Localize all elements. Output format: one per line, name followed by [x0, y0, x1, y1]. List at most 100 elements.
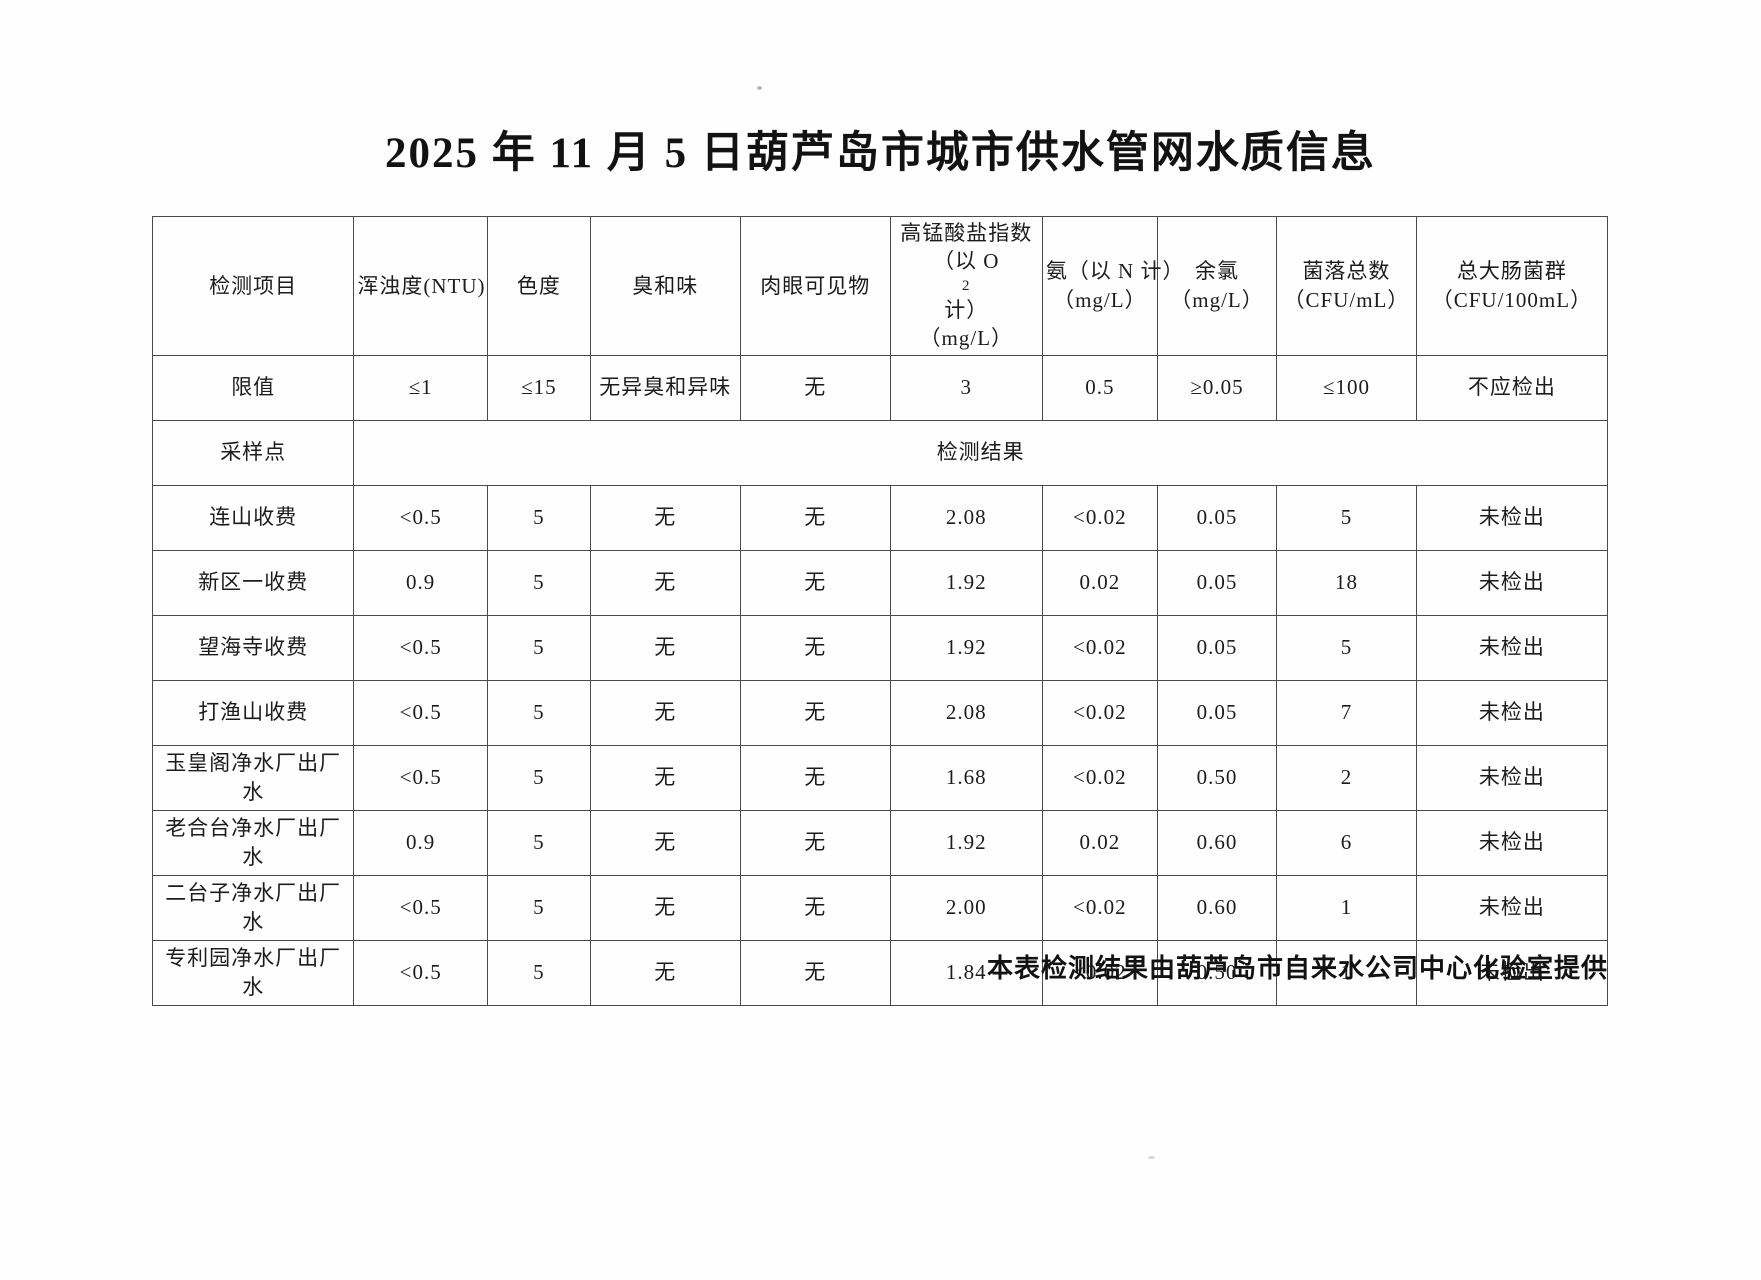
- cell-residual-chlorine: 0.60: [1156, 809, 1278, 876]
- cell-turbidity: <0.5: [353, 614, 488, 681]
- cell-permanganate-index: 1.84: [889, 939, 1043, 1006]
- site-name: 专利园净水厂出厂水: [151, 939, 355, 1006]
- site-name: 新区一收费: [151, 549, 355, 616]
- cell-visible-matter: 无: [739, 614, 891, 681]
- limit-value: 不应检出: [1415, 354, 1609, 421]
- column-header-visible-matter: 肉眼可见物: [739, 216, 891, 356]
- table-row: 玉皇阁净水厂出厂水 <0.5 5 无 无 1.68 <0.02 0.50 2 未…: [151, 744, 1609, 811]
- site-name: 二台子净水厂出厂水: [151, 874, 355, 941]
- footer-note: 本表检测结果由葫芦岛市自来水公司中心化验室提供: [986, 954, 1608, 983]
- cell-ammonia: <0.02: [1041, 744, 1158, 811]
- cell-chromaticity: 5: [486, 484, 591, 551]
- limit-value: 0.5: [1041, 354, 1158, 421]
- sample-point-label: 采样点: [151, 419, 355, 486]
- cell-visible-matter: 无: [739, 809, 891, 876]
- cell-total-bacteria: 5: [1276, 614, 1417, 681]
- cell-residual-chlorine: 0.50: [1156, 939, 1278, 1006]
- cell-residual-chlorine: 0.05: [1156, 679, 1278, 746]
- cell-chromaticity: 5: [486, 679, 591, 746]
- cell-total-bacteria: 6: [1276, 809, 1417, 876]
- cell-total-coliform: 未检出: [1415, 679, 1609, 746]
- limit-value: ≤15: [486, 354, 591, 421]
- column-header-chromaticity: 色度: [486, 216, 591, 356]
- cell-total-bacteria: 1: [1276, 939, 1417, 1006]
- cell-total-coliform: 未检出: [1415, 744, 1609, 811]
- cell-odor-taste: 无: [589, 549, 741, 616]
- column-header-total-coliform: 总大肠菌群 （CFU/100mL）: [1415, 216, 1609, 356]
- cell-odor-taste: 无: [589, 809, 741, 876]
- column-header-ammonia: 氨（以 N 计） （mg/L）: [1041, 216, 1183, 356]
- cell-odor-taste: 无: [589, 874, 741, 941]
- cell-ammonia: 0.02: [1041, 549, 1158, 616]
- limit-value: ≤100: [1276, 354, 1417, 421]
- site-name: 打渔山收费: [151, 679, 355, 746]
- cell-odor-taste: 无: [589, 614, 741, 681]
- cell-residual-chlorine: 0.50: [1156, 744, 1278, 811]
- cell-visible-matter: 无: [739, 744, 891, 811]
- cell-residual-chlorine: 0.05: [1156, 549, 1278, 616]
- table-row: 老合台净水厂出厂水 0.9 5 无 无 1.92 0.02 0.60 6 未检出: [151, 809, 1609, 876]
- scan-speck: [757, 86, 762, 90]
- column-header-odor-taste: 臭和味: [589, 216, 741, 356]
- cell-permanganate-index: 2.00: [889, 874, 1043, 941]
- cell-total-bacteria: 7: [1276, 679, 1417, 746]
- table-row: 望海寺收费 <0.5 5 无 无 1.92 <0.02 0.05 5 未检出: [151, 614, 1609, 681]
- cell-ammonia: <0.02: [1041, 484, 1158, 551]
- cell-residual-chlorine: 0.05: [1156, 484, 1278, 551]
- cell-ammonia: <0.02: [1041, 874, 1158, 941]
- cell-total-coliform: 未检出: [1415, 874, 1609, 941]
- cell-turbidity: <0.5: [353, 939, 488, 1006]
- cell-total-bacteria: 2: [1276, 744, 1417, 811]
- cell-odor-taste: 无: [589, 679, 741, 746]
- site-name: 连山收费: [151, 484, 355, 551]
- cell-residual-chlorine: 0.05: [1156, 614, 1278, 681]
- site-name: 老合台净水厂出厂水: [151, 809, 355, 876]
- cell-total-coliform: 未检出: [1415, 484, 1609, 551]
- cell-turbidity: <0.5: [353, 874, 488, 941]
- cell-turbidity: 0.9: [353, 549, 488, 616]
- cell-odor-taste: 无: [589, 744, 741, 811]
- cell-permanganate-index: 1.68: [889, 744, 1043, 811]
- cell-visible-matter: 无: [739, 549, 891, 616]
- cell-permanganate-index: 1.92: [889, 809, 1043, 876]
- limit-value: 无异臭和异味: [589, 354, 741, 421]
- limit-value: ≤1: [353, 354, 488, 421]
- table-row: 专利园净水厂出厂水 <0.5 5 无 无 1.84 <0.02 0.50 1 未…: [151, 939, 1609, 1006]
- cell-total-bacteria: 5: [1276, 484, 1417, 551]
- cell-residual-chlorine: 0.60: [1156, 874, 1278, 941]
- cell-ammonia: <0.02: [1041, 679, 1158, 746]
- cell-permanganate-index: 1.92: [889, 614, 1043, 681]
- limit-value: 3: [889, 354, 1043, 421]
- cell-ammonia: 0.02: [1041, 809, 1158, 876]
- scan-speck: [1148, 1156, 1155, 1159]
- site-name: 望海寺收费: [151, 614, 355, 681]
- limit-value: ≥0.05: [1156, 354, 1278, 421]
- cell-visible-matter: 无: [739, 874, 891, 941]
- table-row: 连山收费 <0.5 5 无 无 2.08 <0.02 0.05 5 未检出: [151, 484, 1609, 551]
- cell-total-coliform: 未检出: [1415, 939, 1609, 1006]
- sample-point-header-row: 采样点 检测结果: [151, 419, 1608, 486]
- limit-row-label: 限值: [151, 354, 355, 421]
- cell-total-coliform: 未检出: [1415, 549, 1609, 616]
- cell-visible-matter: 无: [739, 939, 891, 1006]
- column-header-permanganate-index: 高锰酸盐指数 （以 O 2 计） （mg/L）: [889, 216, 1043, 356]
- permanganate-index-basis: （以 O 2 计）: [933, 249, 1000, 322]
- table-row: 二台子净水厂出厂水 <0.5 5 无 无 2.00 <0.02 0.60 1 未…: [151, 874, 1609, 941]
- cell-ammonia: <0.02: [1041, 614, 1158, 681]
- cell-turbidity: 0.9: [353, 809, 488, 876]
- cell-odor-taste: 无: [589, 484, 741, 551]
- cell-turbidity: <0.5: [353, 484, 488, 551]
- cell-visible-matter: 无: [739, 484, 891, 551]
- limit-value: 无: [739, 354, 891, 421]
- column-header-item: 检测项目: [151, 216, 355, 356]
- column-header-total-bacteria: 菌落总数 （CFU/mL）: [1276, 216, 1417, 356]
- cell-total-bacteria: 18: [1276, 549, 1417, 616]
- cell-chromaticity: 5: [486, 614, 591, 681]
- cell-total-bacteria: 1: [1276, 874, 1417, 941]
- cell-chromaticity: 5: [486, 809, 591, 876]
- cell-chromaticity: 5: [486, 744, 591, 811]
- cell-permanganate-index: 2.08: [889, 679, 1043, 746]
